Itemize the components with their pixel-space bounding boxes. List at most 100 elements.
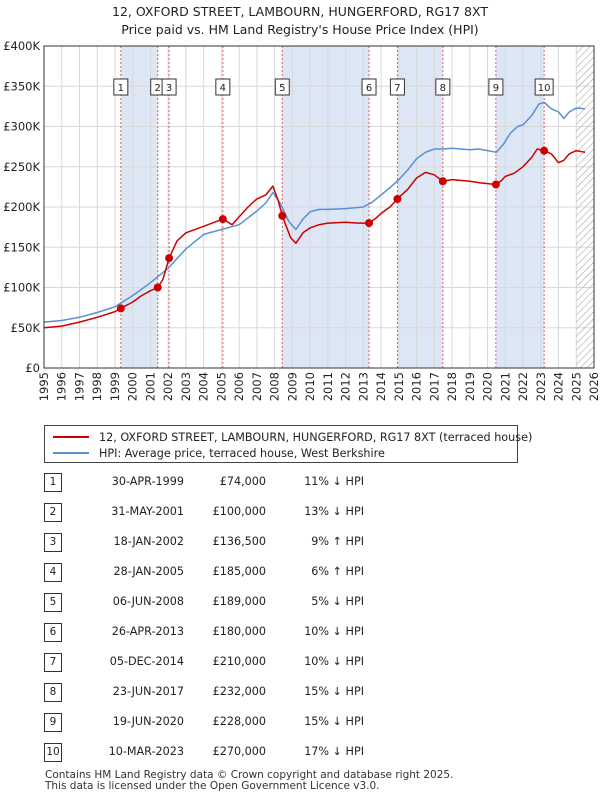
plot-area-frame <box>43 45 595 369</box>
transaction-label-9: 9 <box>488 78 504 96</box>
row-hpi-change: 5% ↓ HPI <box>311 595 364 608</box>
row-price: £100,000 <box>212 505 266 518</box>
row-hpi-change: 15% ↓ HPI <box>304 685 364 698</box>
transaction-label-box <box>361 78 377 96</box>
x-tick-label: 2010 <box>303 372 317 401</box>
legend-label-hpi: HPI: Average price, terraced house, West… <box>99 446 385 460</box>
row-price: £232,000 <box>212 685 266 698</box>
transaction-label-text: 8 <box>440 83 446 94</box>
row-price: £189,000 <box>212 595 266 608</box>
table-row: 9 19-JUN-2020 £228,000 15% ↓ HPI <box>44 713 444 733</box>
footer-line2: This data is licensed under the Open Gov… <box>45 780 380 792</box>
legend: 12, OXFORD STREET, LAMBOURN, HUNGERFORD,… <box>44 425 532 463</box>
y-tick-label: £350K <box>3 79 40 93</box>
y-tick-label: £250K <box>3 160 40 174</box>
table-row: 5 06-JUN-2008 £189,000 5% ↓ HPI <box>44 593 444 613</box>
x-tick-label: 2007 <box>250 372 264 401</box>
row-hpi-change: 9% ↑ HPI <box>311 535 364 548</box>
hatched-region <box>576 46 594 368</box>
x-tick-label: 1995 <box>37 372 51 401</box>
row-hpi-change: 11% ↓ HPI <box>304 475 364 488</box>
x-tick-label: 2006 <box>232 372 246 401</box>
footer: Contains HM Land Registry data © Crown c… <box>45 770 453 792</box>
transaction-point-10 <box>540 146 549 155</box>
transaction-label-box <box>161 78 177 96</box>
y-tick-label: £150K <box>3 240 40 254</box>
x-tick-label: 2009 <box>285 372 299 401</box>
row-date: 10-MAR-2023 <box>108 745 184 758</box>
transaction-point-6 <box>365 219 374 228</box>
row-hpi-change: 15% ↓ HPI <box>304 715 364 728</box>
x-tick-label: 1996 <box>55 372 69 401</box>
legend-item-hpi: HPI: Average price, terraced house, West… <box>53 445 385 461</box>
transaction-point-3 <box>165 254 174 263</box>
y-tick-label: £50K <box>11 321 41 335</box>
transaction-label-text: 3 <box>166 83 172 94</box>
row-hpi-change: 17% ↓ HPI <box>304 745 364 758</box>
x-tick-label: 2024 <box>552 372 566 401</box>
table-row: 8 23-JUN-2017 £232,000 15% ↓ HPI <box>44 683 444 703</box>
row-price: £185,000 <box>212 565 266 578</box>
y-tick-label: £200K <box>3 200 40 214</box>
transaction-label-6: 6 <box>361 78 377 96</box>
table-row: 4 28-JAN-2005 £185,000 6% ↑ HPI <box>44 563 444 583</box>
x-tick-label: 2002 <box>161 372 175 401</box>
x-tick-label: 2020 <box>481 372 495 401</box>
transaction-label-3: 3 <box>161 78 177 96</box>
x-tick-label: 2004 <box>197 372 211 401</box>
row-number-badge: 8 <box>44 683 62 702</box>
x-tick-label: 2001 <box>143 372 157 401</box>
transaction-label-8: 8 <box>435 78 451 96</box>
table-row: 10 10-MAR-2023 £270,000 17% ↓ HPI <box>44 743 444 763</box>
row-number-badge: 5 <box>44 593 62 612</box>
transaction-point-2 <box>153 283 162 292</box>
x-tick-label: 2018 <box>445 372 459 401</box>
row-price: £74,000 <box>219 475 266 488</box>
table-row: 6 26-APR-2013 £180,000 10% ↓ HPI <box>44 623 444 643</box>
chart-title-line2: Price paid vs. HM Land Registry's House … <box>121 22 479 37</box>
row-price: £210,000 <box>212 655 266 668</box>
row-hpi-change: 10% ↓ HPI <box>304 625 364 638</box>
transaction-point-5 <box>278 211 287 220</box>
row-date: 05-DEC-2014 <box>109 655 184 668</box>
x-tick-label: 2025 <box>569 372 583 401</box>
transaction-label-text: 10 <box>538 83 551 94</box>
x-tick-label: 1998 <box>90 372 104 401</box>
legend-label-property: 12, OXFORD STREET, LAMBOURN, HUNGERFORD,… <box>99 430 533 444</box>
row-number-badge: 7 <box>44 653 62 672</box>
transaction-label-10: 10 <box>534 78 554 96</box>
row-number-badge: 4 <box>44 563 62 582</box>
transaction-label-text: 4 <box>220 83 226 94</box>
property-price-line <box>43 148 586 329</box>
row-price: £136,500 <box>212 535 266 548</box>
y-tick-label: £400K <box>3 39 40 53</box>
row-date: 26-APR-2013 <box>111 625 184 638</box>
transaction-label-box <box>113 78 129 96</box>
row-date: 06-JUN-2008 <box>112 595 184 608</box>
y-tick-label: £100K <box>3 281 40 295</box>
transaction-label-box <box>215 78 231 96</box>
row-price: £180,000 <box>212 625 266 638</box>
x-tick-label: 2012 <box>339 372 353 401</box>
legend-swatch-property <box>53 436 89 438</box>
row-date: 31-MAY-2001 <box>111 505 184 518</box>
transaction-point-7 <box>393 194 402 203</box>
transaction-label-1: 1 <box>113 78 129 96</box>
x-tick-label: 2021 <box>498 372 512 401</box>
row-hpi-change: 6% ↑ HPI <box>311 565 364 578</box>
transaction-point-9 <box>491 180 500 189</box>
transaction-label-text: 1 <box>118 83 124 94</box>
row-price: £228,000 <box>212 715 266 728</box>
price-chart: 1 2 3 4 5 6 7 8 9 10 £0£50K£100K£150K£200K£250K£3… <box>3 39 600 401</box>
x-tick-label: 2015 <box>392 372 406 401</box>
row-number-badge: 9 <box>44 713 62 732</box>
x-tick-label: 2022 <box>516 372 530 401</box>
transaction-point-1 <box>116 304 125 313</box>
x-tick-label: 2003 <box>179 372 193 401</box>
transaction-label-box <box>274 78 290 96</box>
legend-item-property: 12, OXFORD STREET, LAMBOURN, HUNGERFORD,… <box>53 429 532 445</box>
table-row: 1 30-APR-1999 £74,000 11% ↓ HPI <box>44 473 444 493</box>
row-number-badge: 10 <box>44 743 62 762</box>
x-tick-label: 2005 <box>214 372 228 401</box>
row-number-badge: 3 <box>44 533 62 552</box>
